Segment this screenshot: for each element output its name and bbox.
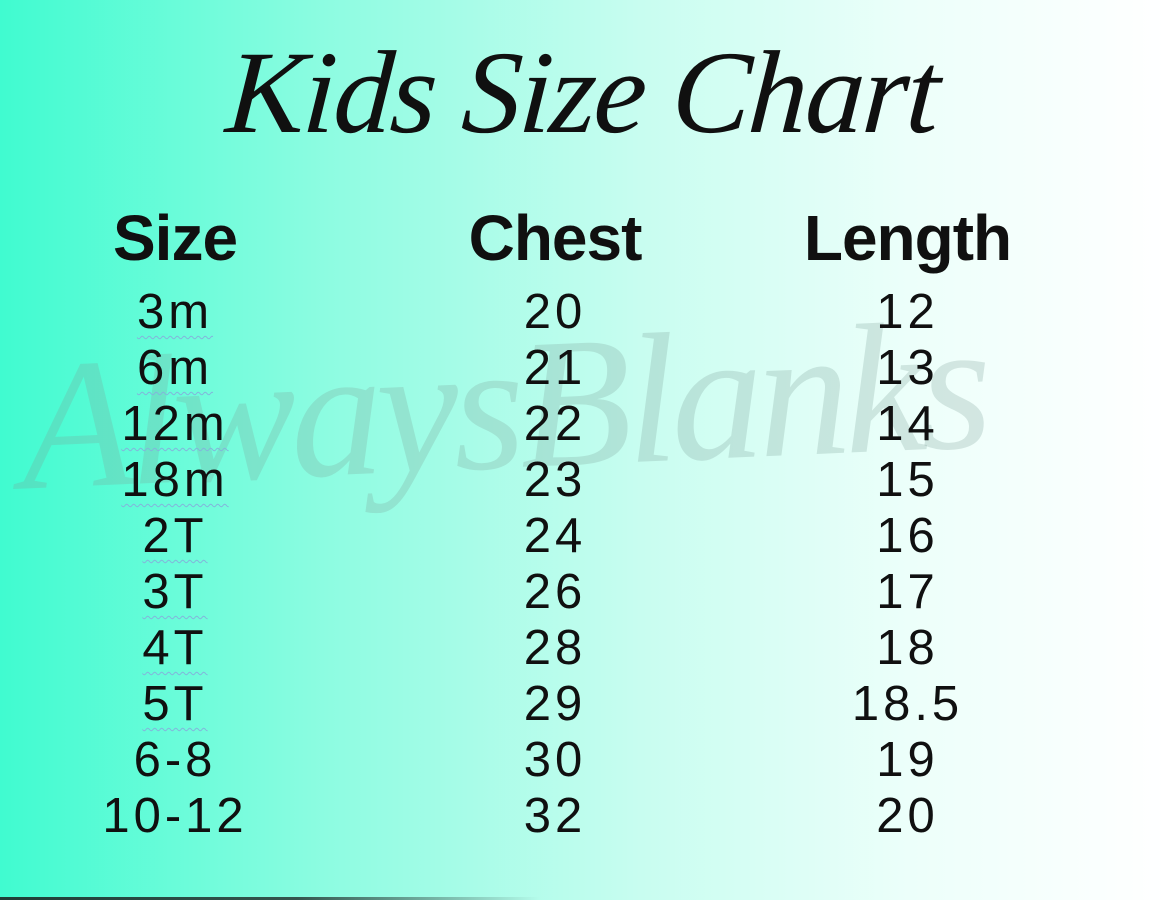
page-title: Kids Size Chart	[222, 27, 943, 158]
size-text: 10-12	[102, 789, 248, 843]
length-value: 17	[876, 565, 939, 619]
table-row: 4T 28 18	[0, 620, 1165, 676]
table-row: 10-12 32 20	[0, 788, 1165, 844]
chest-value: 26	[523, 565, 587, 619]
size-text: 5T	[142, 677, 208, 731]
length-value: 16	[876, 509, 939, 563]
table-row: 12m 22 14	[0, 396, 1165, 452]
size-value: 3m	[0, 284, 350, 340]
size-value: 4T	[0, 620, 350, 676]
length-value: 20	[876, 789, 939, 843]
size-value: 6-8	[0, 732, 350, 788]
size-text: 3m	[136, 285, 214, 339]
size-text: 12m	[121, 397, 229, 451]
chest-value: 32	[523, 789, 587, 843]
chest-value: 30	[523, 733, 587, 787]
chest-value: 28	[523, 621, 587, 675]
size-text: 3T	[142, 565, 208, 619]
size-value: 12m	[0, 396, 350, 452]
size-value: 2T	[0, 508, 350, 564]
size-text: 4T	[142, 621, 208, 675]
column-header-size: Size	[112, 202, 238, 274]
table-row: 3T 26 17	[0, 564, 1165, 620]
column-header-length: Length	[803, 202, 1012, 274]
bottom-edge-line	[0, 897, 540, 900]
table-row: 6-8 30 19	[0, 732, 1165, 788]
table-row: 6m 21 13	[0, 340, 1165, 396]
length-value: 14	[876, 397, 939, 451]
chest-value: 24	[523, 509, 587, 563]
chest-value: 21	[523, 341, 587, 395]
size-text: 6-8	[133, 733, 217, 787]
chest-value: 29	[523, 677, 587, 731]
chest-value: 23	[523, 453, 587, 507]
table-header-row: Size Chest Length	[0, 192, 1165, 284]
length-value: 12	[876, 285, 939, 339]
size-value: 6m	[0, 340, 350, 396]
size-text: 18m	[121, 453, 229, 507]
table-row: 3m 20 12	[0, 284, 1165, 340]
size-text: 6m	[136, 341, 214, 395]
size-value: 18m	[0, 452, 350, 508]
chest-value: 22	[523, 397, 587, 451]
table-row: 2T 24 16	[0, 508, 1165, 564]
length-value: 18	[876, 621, 939, 675]
length-value: 15	[876, 453, 939, 507]
column-header-chest: Chest	[468, 202, 643, 274]
length-value: 18.5	[851, 677, 964, 731]
size-value: 3T	[0, 564, 350, 620]
table-row: 5T 29 18.5	[0, 676, 1165, 732]
size-value: 10-12	[0, 788, 350, 844]
chest-value: 20	[523, 285, 587, 339]
length-value: 13	[876, 341, 939, 395]
length-value: 19	[876, 733, 939, 787]
table-row: 18m 23 15	[0, 452, 1165, 508]
size-text: 2T	[142, 509, 208, 563]
size-table: Size Chest Length 3m 20 12 6m 21 13 12m …	[0, 192, 1165, 844]
size-value: 5T	[0, 676, 350, 732]
